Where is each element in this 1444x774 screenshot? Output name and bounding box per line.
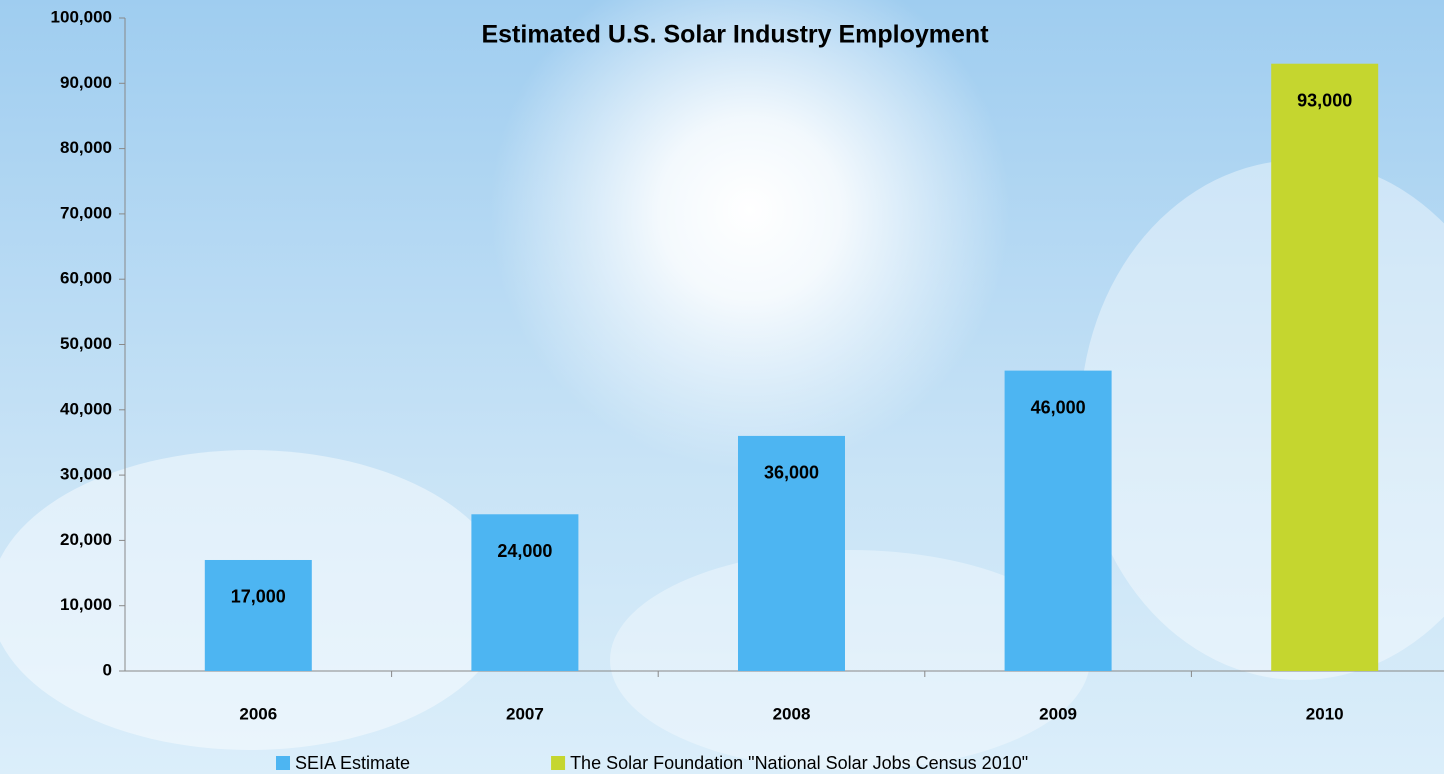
y-tick-label: 50,000 [60,334,112,353]
y-tick-label: 10,000 [60,595,112,614]
y-tick-label: 90,000 [60,73,112,92]
chart: Estimated U.S. Solar Industry Employment… [0,0,1444,774]
legend-label: The Solar Foundation "National Solar Job… [570,753,1028,773]
bar [471,514,578,671]
y-tick-label: 80,000 [60,138,112,157]
value-label: 36,000 [764,463,819,483]
x-tick-label: 2009 [1039,704,1077,723]
x-tick-label: 2006 [239,704,277,723]
x-tick-label: 2007 [506,704,544,723]
x-tick-label: 2008 [773,704,811,723]
y-tick-label: 0 [103,660,112,679]
y-tick-label: 40,000 [60,399,112,418]
y-tick-label: 70,000 [60,203,112,222]
bar [205,560,312,671]
value-label: 46,000 [1031,397,1086,417]
value-label: 93,000 [1297,90,1352,110]
legend-swatch [276,756,290,770]
value-label: 17,000 [231,587,286,607]
value-label: 24,000 [497,541,552,561]
y-tick-label: 60,000 [60,269,112,288]
legend-label: SEIA Estimate [295,753,410,773]
y-tick-label: 100,000 [51,7,112,26]
bar [1271,64,1378,671]
y-tick-label: 30,000 [60,465,112,484]
x-tick-label: 2010 [1306,704,1344,723]
legend-swatch [551,756,565,770]
y-tick-label: 20,000 [60,530,112,549]
page: {"chart_data": {"type": "bar", "title": … [0,0,1444,774]
chart-title: Estimated U.S. Solar Industry Employment [481,21,989,49]
